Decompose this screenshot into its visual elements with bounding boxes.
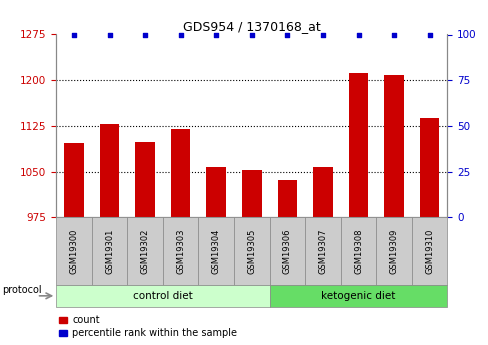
Bar [269, 217, 305, 285]
Text: GSM19300: GSM19300 [69, 228, 79, 274]
Bar [340, 217, 376, 285]
Bar [92, 217, 127, 285]
Text: GSM19309: GSM19309 [389, 228, 398, 274]
Bar [384, 75, 403, 217]
Bar [198, 217, 234, 285]
Point [105, 32, 113, 37]
Bar [59, 330, 66, 336]
Title: GDS954 / 1370168_at: GDS954 / 1370168_at [183, 20, 320, 33]
Point [177, 32, 184, 37]
Bar [312, 167, 332, 217]
Point [141, 32, 149, 37]
Text: GSM19301: GSM19301 [105, 228, 114, 274]
Bar [305, 217, 340, 285]
Text: control diet: control diet [133, 291, 192, 301]
Bar [163, 217, 198, 285]
Text: ketogenic diet: ketogenic diet [321, 291, 395, 301]
Bar [411, 217, 447, 285]
Point [318, 32, 326, 37]
Point [247, 32, 255, 37]
Bar [56, 285, 269, 307]
Bar [59, 317, 66, 323]
Text: GSM19307: GSM19307 [318, 228, 327, 274]
Text: percentile rank within the sample: percentile rank within the sample [72, 328, 237, 338]
Point [212, 32, 220, 37]
Text: GSM19304: GSM19304 [211, 228, 220, 274]
Point [70, 32, 78, 37]
Text: GSM19310: GSM19310 [424, 228, 433, 274]
Bar [100, 124, 119, 217]
Text: count: count [72, 315, 100, 325]
Bar [135, 142, 155, 217]
Bar [277, 179, 297, 217]
Bar [127, 217, 163, 285]
Bar [56, 217, 92, 285]
Bar [242, 170, 261, 217]
Point [283, 32, 291, 37]
Bar [64, 143, 83, 217]
Bar [376, 217, 411, 285]
Text: GSM19308: GSM19308 [353, 228, 362, 274]
Bar [206, 167, 225, 217]
Point [425, 32, 433, 37]
Bar [171, 129, 190, 217]
Point [389, 32, 397, 37]
Text: GSM19302: GSM19302 [141, 228, 149, 274]
Text: protocol: protocol [2, 285, 42, 295]
Point [354, 32, 362, 37]
Bar [234, 217, 269, 285]
Bar [419, 118, 439, 217]
Bar [348, 73, 367, 217]
Text: GSM19305: GSM19305 [247, 228, 256, 274]
Text: GSM19306: GSM19306 [283, 228, 291, 274]
Text: GSM19303: GSM19303 [176, 228, 185, 274]
Bar [269, 285, 447, 307]
